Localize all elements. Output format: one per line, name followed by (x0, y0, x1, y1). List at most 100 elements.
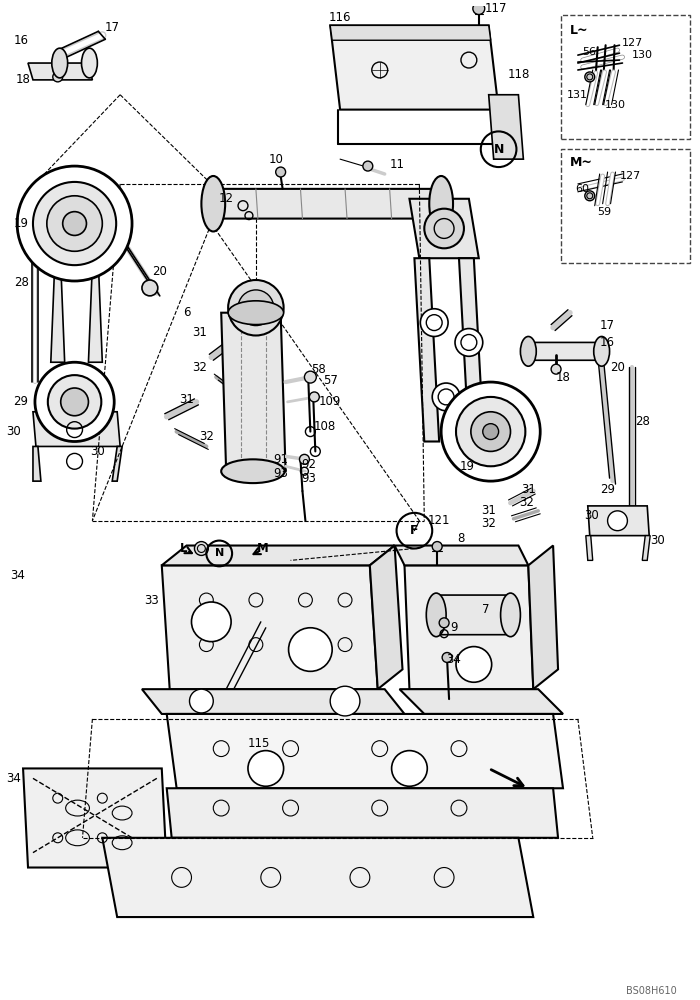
Text: 116: 116 (329, 11, 351, 24)
Text: 31: 31 (521, 483, 536, 496)
Text: L: L (180, 542, 188, 555)
Text: 115: 115 (248, 737, 270, 750)
Polygon shape (142, 689, 405, 714)
Circle shape (47, 196, 102, 251)
Polygon shape (489, 95, 524, 159)
Bar (561, 15, 690, 139)
Circle shape (276, 167, 286, 177)
Text: 29: 29 (600, 483, 615, 496)
Ellipse shape (594, 336, 610, 366)
Text: 127: 127 (620, 171, 641, 181)
Circle shape (48, 375, 102, 429)
Circle shape (551, 364, 561, 374)
Text: 59: 59 (598, 207, 612, 217)
Circle shape (309, 392, 319, 402)
Circle shape (228, 280, 284, 335)
Polygon shape (221, 313, 286, 471)
Polygon shape (33, 446, 41, 481)
Text: 34: 34 (447, 653, 461, 666)
Text: 92: 92 (301, 458, 316, 471)
Text: 32: 32 (482, 517, 496, 530)
Text: 30: 30 (650, 534, 664, 547)
Polygon shape (414, 258, 439, 442)
Circle shape (195, 542, 209, 555)
Polygon shape (459, 258, 484, 442)
Text: 28: 28 (13, 276, 29, 289)
Polygon shape (410, 199, 479, 258)
Circle shape (304, 371, 316, 383)
Text: 18: 18 (15, 73, 31, 86)
Text: 58: 58 (311, 363, 326, 376)
Polygon shape (434, 595, 514, 635)
Polygon shape (33, 412, 120, 446)
Ellipse shape (520, 336, 536, 366)
Circle shape (432, 383, 460, 411)
Circle shape (52, 72, 63, 82)
Circle shape (420, 309, 448, 336)
Text: 56: 56 (582, 47, 596, 57)
Polygon shape (370, 546, 402, 689)
Text: 16: 16 (13, 34, 29, 47)
Circle shape (483, 424, 498, 440)
Text: 60: 60 (575, 184, 589, 194)
Text: 109: 109 (319, 395, 342, 408)
Polygon shape (330, 25, 498, 110)
Ellipse shape (500, 593, 520, 637)
Text: 16: 16 (600, 336, 615, 349)
Text: 127: 127 (622, 38, 643, 48)
Circle shape (192, 602, 231, 642)
Text: 19: 19 (459, 460, 475, 473)
Circle shape (584, 72, 595, 82)
Text: 28: 28 (635, 415, 650, 428)
Polygon shape (162, 565, 378, 689)
Circle shape (330, 686, 360, 716)
Text: 18: 18 (556, 371, 570, 384)
Circle shape (441, 382, 540, 481)
Text: 32: 32 (519, 496, 534, 509)
Polygon shape (167, 788, 558, 838)
Text: 31: 31 (192, 326, 206, 339)
Text: 117: 117 (484, 2, 507, 15)
Circle shape (238, 290, 274, 326)
Ellipse shape (426, 593, 446, 637)
Circle shape (300, 454, 309, 464)
Text: 20: 20 (610, 361, 625, 374)
Circle shape (439, 618, 449, 628)
Text: 17: 17 (600, 319, 615, 332)
Text: 32: 32 (199, 430, 214, 443)
Circle shape (17, 166, 132, 281)
Circle shape (473, 3, 484, 14)
Text: M~: M~ (570, 156, 593, 169)
Text: 34: 34 (10, 569, 25, 582)
Text: F: F (410, 524, 419, 537)
Text: 11: 11 (390, 158, 405, 171)
Polygon shape (112, 446, 122, 481)
Ellipse shape (81, 48, 97, 78)
Text: M: M (257, 542, 269, 555)
Circle shape (363, 161, 373, 171)
Text: 131: 131 (566, 90, 587, 100)
Circle shape (288, 628, 332, 671)
Ellipse shape (429, 176, 453, 231)
Text: 19: 19 (13, 217, 29, 230)
Polygon shape (528, 546, 558, 689)
Circle shape (608, 511, 627, 531)
Ellipse shape (52, 48, 68, 78)
Text: 32: 32 (192, 361, 206, 374)
Polygon shape (51, 263, 64, 362)
Text: 93: 93 (273, 467, 288, 480)
Circle shape (456, 647, 491, 682)
Polygon shape (643, 536, 650, 560)
Text: 8: 8 (457, 532, 465, 545)
Text: 29: 29 (13, 395, 29, 408)
Text: 33: 33 (144, 594, 159, 607)
Text: 30: 30 (584, 509, 599, 522)
Polygon shape (405, 565, 533, 689)
Text: 30: 30 (90, 445, 105, 458)
Circle shape (442, 653, 452, 662)
Bar (561, 149, 690, 263)
Polygon shape (588, 506, 649, 536)
Polygon shape (162, 546, 395, 565)
Text: 31: 31 (482, 504, 496, 517)
Text: 10: 10 (268, 153, 283, 166)
